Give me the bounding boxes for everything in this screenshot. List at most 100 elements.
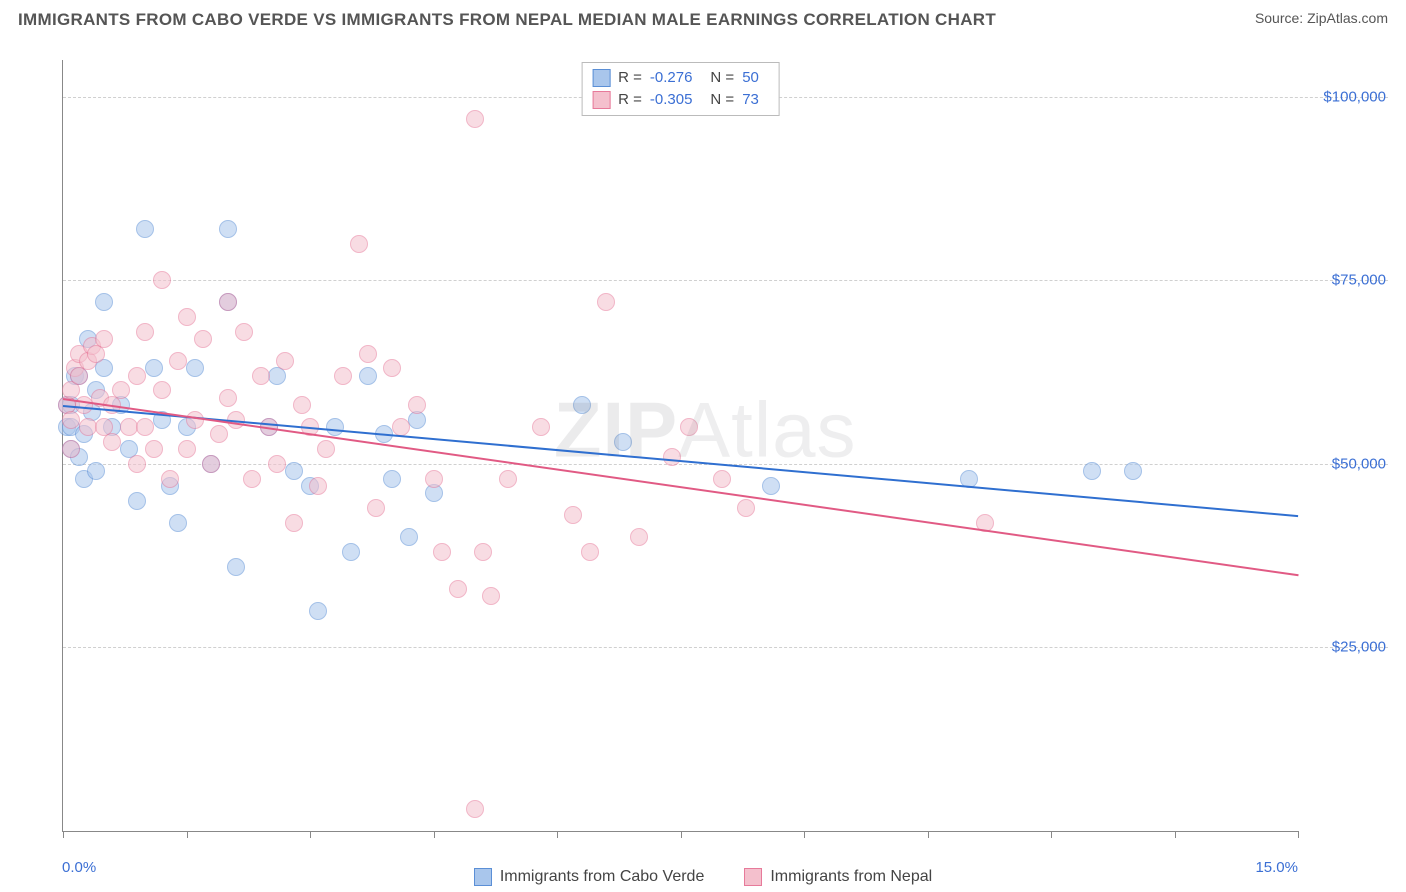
data-point-cabo_verde bbox=[219, 220, 237, 238]
data-point-cabo_verde bbox=[326, 418, 344, 436]
legend-label-nepal: Immigrants from Nepal bbox=[770, 868, 932, 886]
data-point-cabo_verde bbox=[186, 359, 204, 377]
data-point-nepal bbox=[202, 455, 220, 473]
scatter-plot: R = -0.276 N = 50 R = -0.305 N = 73 ZIPA… bbox=[62, 60, 1298, 832]
data-point-nepal bbox=[383, 359, 401, 377]
data-point-cabo_verde bbox=[1083, 462, 1101, 480]
data-point-cabo_verde bbox=[136, 220, 154, 238]
n-value-nepal: 73 bbox=[742, 89, 759, 111]
data-point-nepal bbox=[466, 800, 484, 818]
data-point-nepal bbox=[210, 425, 228, 443]
data-point-cabo_verde bbox=[383, 470, 401, 488]
data-point-nepal bbox=[334, 367, 352, 385]
data-point-nepal bbox=[178, 440, 196, 458]
data-point-nepal bbox=[449, 580, 467, 598]
data-point-cabo_verde bbox=[309, 602, 327, 620]
x-tick bbox=[928, 831, 929, 838]
data-point-nepal bbox=[112, 381, 130, 399]
data-point-nepal bbox=[482, 587, 500, 605]
data-point-nepal bbox=[136, 418, 154, 436]
data-point-nepal bbox=[120, 418, 138, 436]
data-point-nepal bbox=[392, 418, 410, 436]
data-point-nepal bbox=[161, 470, 179, 488]
data-point-nepal bbox=[367, 499, 385, 517]
data-point-nepal bbox=[128, 455, 146, 473]
data-point-cabo_verde bbox=[145, 359, 163, 377]
watermark-zip: ZIP bbox=[554, 386, 678, 474]
data-point-nepal bbox=[317, 440, 335, 458]
chart-title: IMMIGRANTS FROM CABO VERDE VS IMMIGRANTS… bbox=[18, 10, 996, 30]
data-point-nepal bbox=[408, 396, 426, 414]
x-tick bbox=[63, 831, 64, 838]
data-point-cabo_verde bbox=[87, 462, 105, 480]
data-point-cabo_verde bbox=[227, 558, 245, 576]
data-point-nepal bbox=[219, 389, 237, 407]
data-point-nepal bbox=[564, 506, 582, 524]
series-legend: Immigrants from Cabo Verde Immigrants fr… bbox=[0, 868, 1406, 886]
r-label: R = bbox=[618, 89, 642, 111]
data-point-nepal bbox=[425, 470, 443, 488]
y-tick-label: $50,000 bbox=[1332, 455, 1386, 472]
data-point-cabo_verde bbox=[400, 528, 418, 546]
data-point-nepal bbox=[532, 418, 550, 436]
data-point-cabo_verde bbox=[762, 477, 780, 495]
x-tick bbox=[804, 831, 805, 838]
data-point-nepal bbox=[433, 543, 451, 561]
chart-source: Source: ZipAtlas.com bbox=[1255, 10, 1388, 26]
data-point-cabo_verde bbox=[169, 514, 187, 532]
x-tick bbox=[434, 831, 435, 838]
data-point-nepal bbox=[153, 381, 171, 399]
data-point-nepal bbox=[219, 293, 237, 311]
data-point-cabo_verde bbox=[1124, 462, 1142, 480]
data-point-nepal bbox=[309, 477, 327, 495]
legend-item-cabo-verde: Immigrants from Cabo Verde bbox=[474, 868, 705, 886]
data-point-nepal bbox=[597, 293, 615, 311]
data-point-cabo_verde bbox=[359, 367, 377, 385]
data-point-nepal bbox=[136, 323, 154, 341]
data-point-nepal bbox=[103, 433, 121, 451]
data-point-cabo_verde bbox=[95, 293, 113, 311]
x-tick bbox=[1051, 831, 1052, 838]
legend-item-nepal: Immigrants from Nepal bbox=[744, 868, 932, 886]
data-point-nepal bbox=[663, 448, 681, 466]
data-point-cabo_verde bbox=[573, 396, 591, 414]
data-point-nepal bbox=[285, 514, 303, 532]
data-point-nepal bbox=[499, 470, 517, 488]
swatch-nepal bbox=[592, 91, 610, 109]
swatch-nepal bbox=[744, 868, 762, 886]
data-point-nepal bbox=[252, 367, 270, 385]
data-point-nepal bbox=[350, 235, 368, 253]
watermark-atlas: Atlas bbox=[678, 386, 856, 474]
data-point-cabo_verde bbox=[614, 433, 632, 451]
data-point-nepal bbox=[474, 543, 492, 561]
data-point-cabo_verde bbox=[342, 543, 360, 561]
chart-area: Median Male Earnings R = -0.276 N = 50 R… bbox=[18, 40, 1388, 852]
y-tick-label: $100,000 bbox=[1323, 88, 1386, 105]
x-tick bbox=[1175, 831, 1176, 838]
r-value-cabo-verde: -0.276 bbox=[650, 67, 693, 89]
x-tick bbox=[681, 831, 682, 838]
data-point-nepal bbox=[75, 396, 93, 414]
swatch-cabo-verde bbox=[592, 69, 610, 87]
data-point-nepal bbox=[153, 271, 171, 289]
data-point-nepal bbox=[79, 418, 97, 436]
data-point-cabo_verde bbox=[285, 462, 303, 480]
y-tick-label: $75,000 bbox=[1332, 272, 1386, 289]
chart-header: IMMIGRANTS FROM CABO VERDE VS IMMIGRANTS… bbox=[0, 0, 1406, 36]
data-point-nepal bbox=[62, 411, 80, 429]
n-label: N = bbox=[710, 89, 734, 111]
x-tick bbox=[557, 831, 558, 838]
correlation-legend: R = -0.276 N = 50 R = -0.305 N = 73 bbox=[581, 62, 780, 116]
gridline bbox=[63, 280, 1388, 281]
data-point-nepal bbox=[178, 308, 196, 326]
r-label: R = bbox=[618, 67, 642, 89]
data-point-nepal bbox=[169, 352, 187, 370]
data-point-nepal bbox=[713, 470, 731, 488]
data-point-nepal bbox=[243, 470, 261, 488]
data-point-nepal bbox=[630, 528, 648, 546]
legend-label-cabo-verde: Immigrants from Cabo Verde bbox=[500, 868, 705, 886]
x-tick bbox=[1298, 831, 1299, 838]
data-point-nepal bbox=[268, 455, 286, 473]
data-point-nepal bbox=[680, 418, 698, 436]
data-point-nepal bbox=[581, 543, 599, 561]
